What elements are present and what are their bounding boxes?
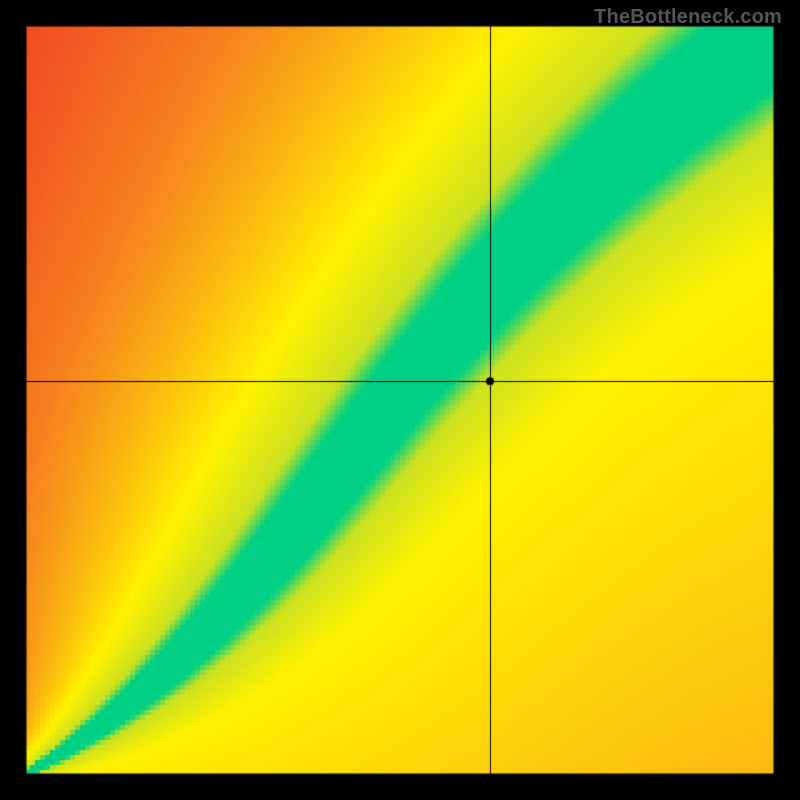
watermark-text: TheBottleneck.com: [594, 6, 782, 29]
chart-container: TheBottleneck.com: [0, 0, 800, 800]
heatmap-canvas: [0, 0, 800, 800]
